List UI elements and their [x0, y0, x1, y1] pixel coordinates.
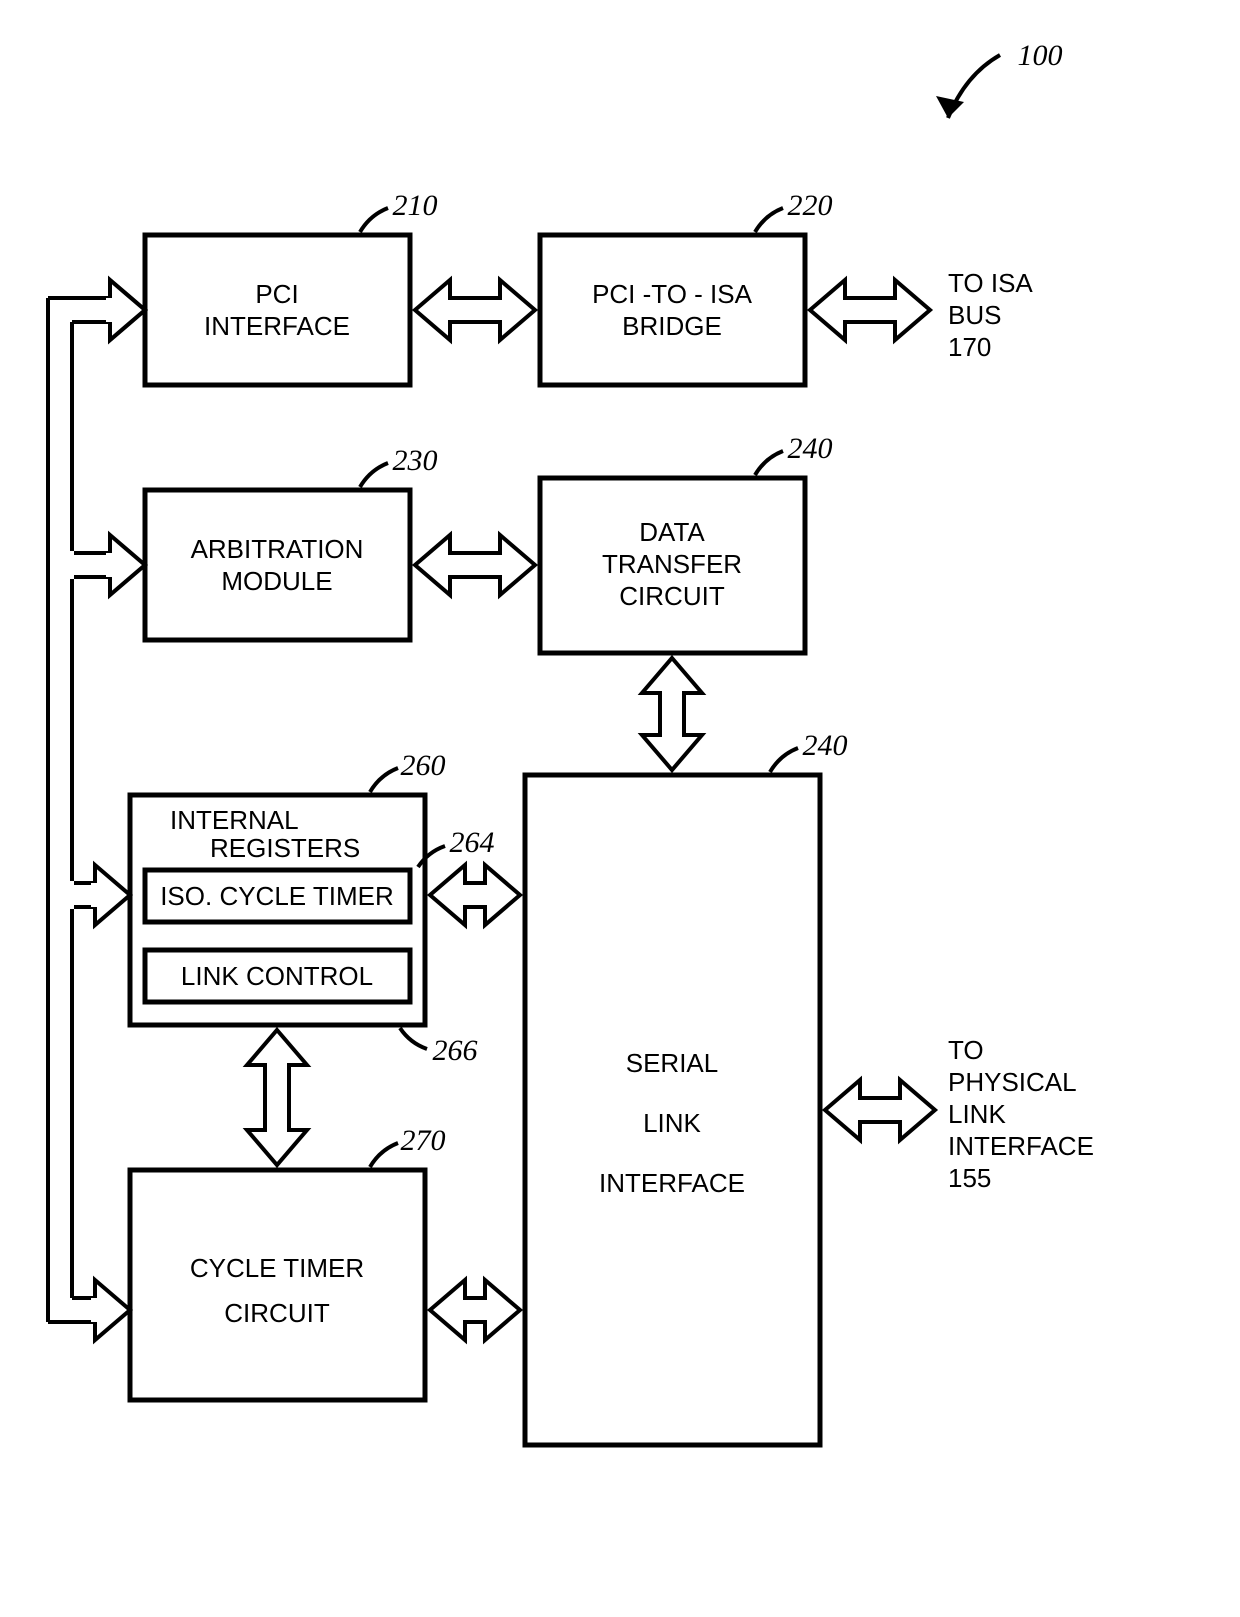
arrow-regs-to-cycletimer	[247, 1030, 307, 1165]
isa-bus-line2: BUS	[948, 300, 1001, 330]
iso-timer-label: ISO. CYCLE TIMER	[160, 881, 394, 911]
pci-isa-bridge-line1: PCI -TO - ISA	[592, 279, 753, 309]
cycle-timer-box: 270 CYCLE TIMER CIRCUIT	[130, 1124, 446, 1400]
pci-isa-bridge-line2: BRIDGE	[622, 311, 722, 341]
cycle-timer-line1: CYCLE TIMER	[190, 1253, 364, 1283]
left-bus-branch-arbitration	[72, 535, 145, 595]
arrow-bridge-to-isa	[810, 280, 930, 340]
link-control-ref: 266	[433, 1034, 478, 1067]
internal-registers-title2: REGISTERS	[210, 833, 360, 863]
isa-bus-label: TO ISA BUS 170	[948, 268, 1033, 362]
data-transfer-line1: DATA	[639, 517, 705, 547]
arrow-pci-to-bridge	[415, 280, 535, 340]
left-bus-branch-regs	[72, 865, 130, 925]
arbitration-ref: 230	[393, 444, 438, 477]
pci-isa-bridge-ref: 220	[788, 189, 833, 222]
serial-link-box: 240 SERIAL LINK INTERFACE	[525, 729, 848, 1445]
phy-link-label: TO PHYSICAL LINK INTERFACE 155	[948, 1035, 1094, 1193]
phy-link-line5: 155	[948, 1163, 991, 1193]
internal-registers-ref: 260	[401, 749, 446, 782]
arrow-cycletimer-to-serial	[430, 1280, 520, 1340]
isa-bus-line3: 170	[948, 332, 991, 362]
left-bus-spine	[48, 298, 72, 1322]
figure-ref-number: 100	[1018, 39, 1063, 72]
phy-link-line1: TO	[948, 1035, 984, 1065]
iso-timer-ref: 264	[450, 826, 495, 859]
pci-interface-line2: INTERFACE	[204, 311, 350, 341]
link-control-label: LINK CONTROL	[181, 961, 373, 991]
pci-isa-bridge-box: 220 PCI -TO - ISA BRIDGE	[540, 189, 833, 385]
data-transfer-line2: TRANSFER	[602, 549, 742, 579]
arbitration-line1: ARBITRATION	[191, 534, 364, 564]
pci-interface-box: 210 PCI INTERFACE	[145, 189, 438, 385]
serial-link-ref: 240	[803, 729, 848, 762]
arrow-arbitration-to-data	[415, 535, 535, 595]
phy-link-line4: INTERFACE	[948, 1131, 1094, 1161]
figure-ref: 100	[936, 39, 1063, 118]
internal-registers-box: 260 INTERNAL REGISTERS 264 ISO. CYCLE TI…	[130, 749, 495, 1067]
data-transfer-line3: CIRCUIT	[619, 581, 725, 611]
arbitration-line2: MODULE	[221, 566, 332, 596]
pci-interface-line1: PCI	[255, 279, 298, 309]
left-bus-branch-cycletimer	[48, 1280, 130, 1340]
arrow-data-to-serial	[642, 658, 702, 770]
data-transfer-ref: 240	[788, 432, 833, 465]
serial-link-line3: INTERFACE	[599, 1168, 745, 1198]
left-bus-arrow-pci	[106, 280, 145, 340]
arrow-serial-to-phy	[825, 1080, 935, 1140]
arrow-regs-to-serial	[430, 865, 520, 925]
arbitration-module-box: 230 ARBITRATION MODULE	[145, 444, 438, 640]
pci-interface-ref: 210	[393, 189, 438, 222]
phy-link-line2: PHYSICAL	[948, 1067, 1077, 1097]
phy-link-line3: LINK	[948, 1099, 1006, 1129]
serial-link-line1: SERIAL	[626, 1048, 719, 1078]
internal-registers-title1: INTERNAL	[170, 805, 299, 835]
cycle-timer-line2: CIRCUIT	[224, 1298, 330, 1328]
data-transfer-box: 240 DATA TRANSFER CIRCUIT	[540, 432, 833, 653]
cycle-timer-ref: 270	[401, 1124, 446, 1157]
serial-link-line2: LINK	[643, 1108, 701, 1138]
isa-bus-line1: TO ISA	[948, 268, 1033, 298]
